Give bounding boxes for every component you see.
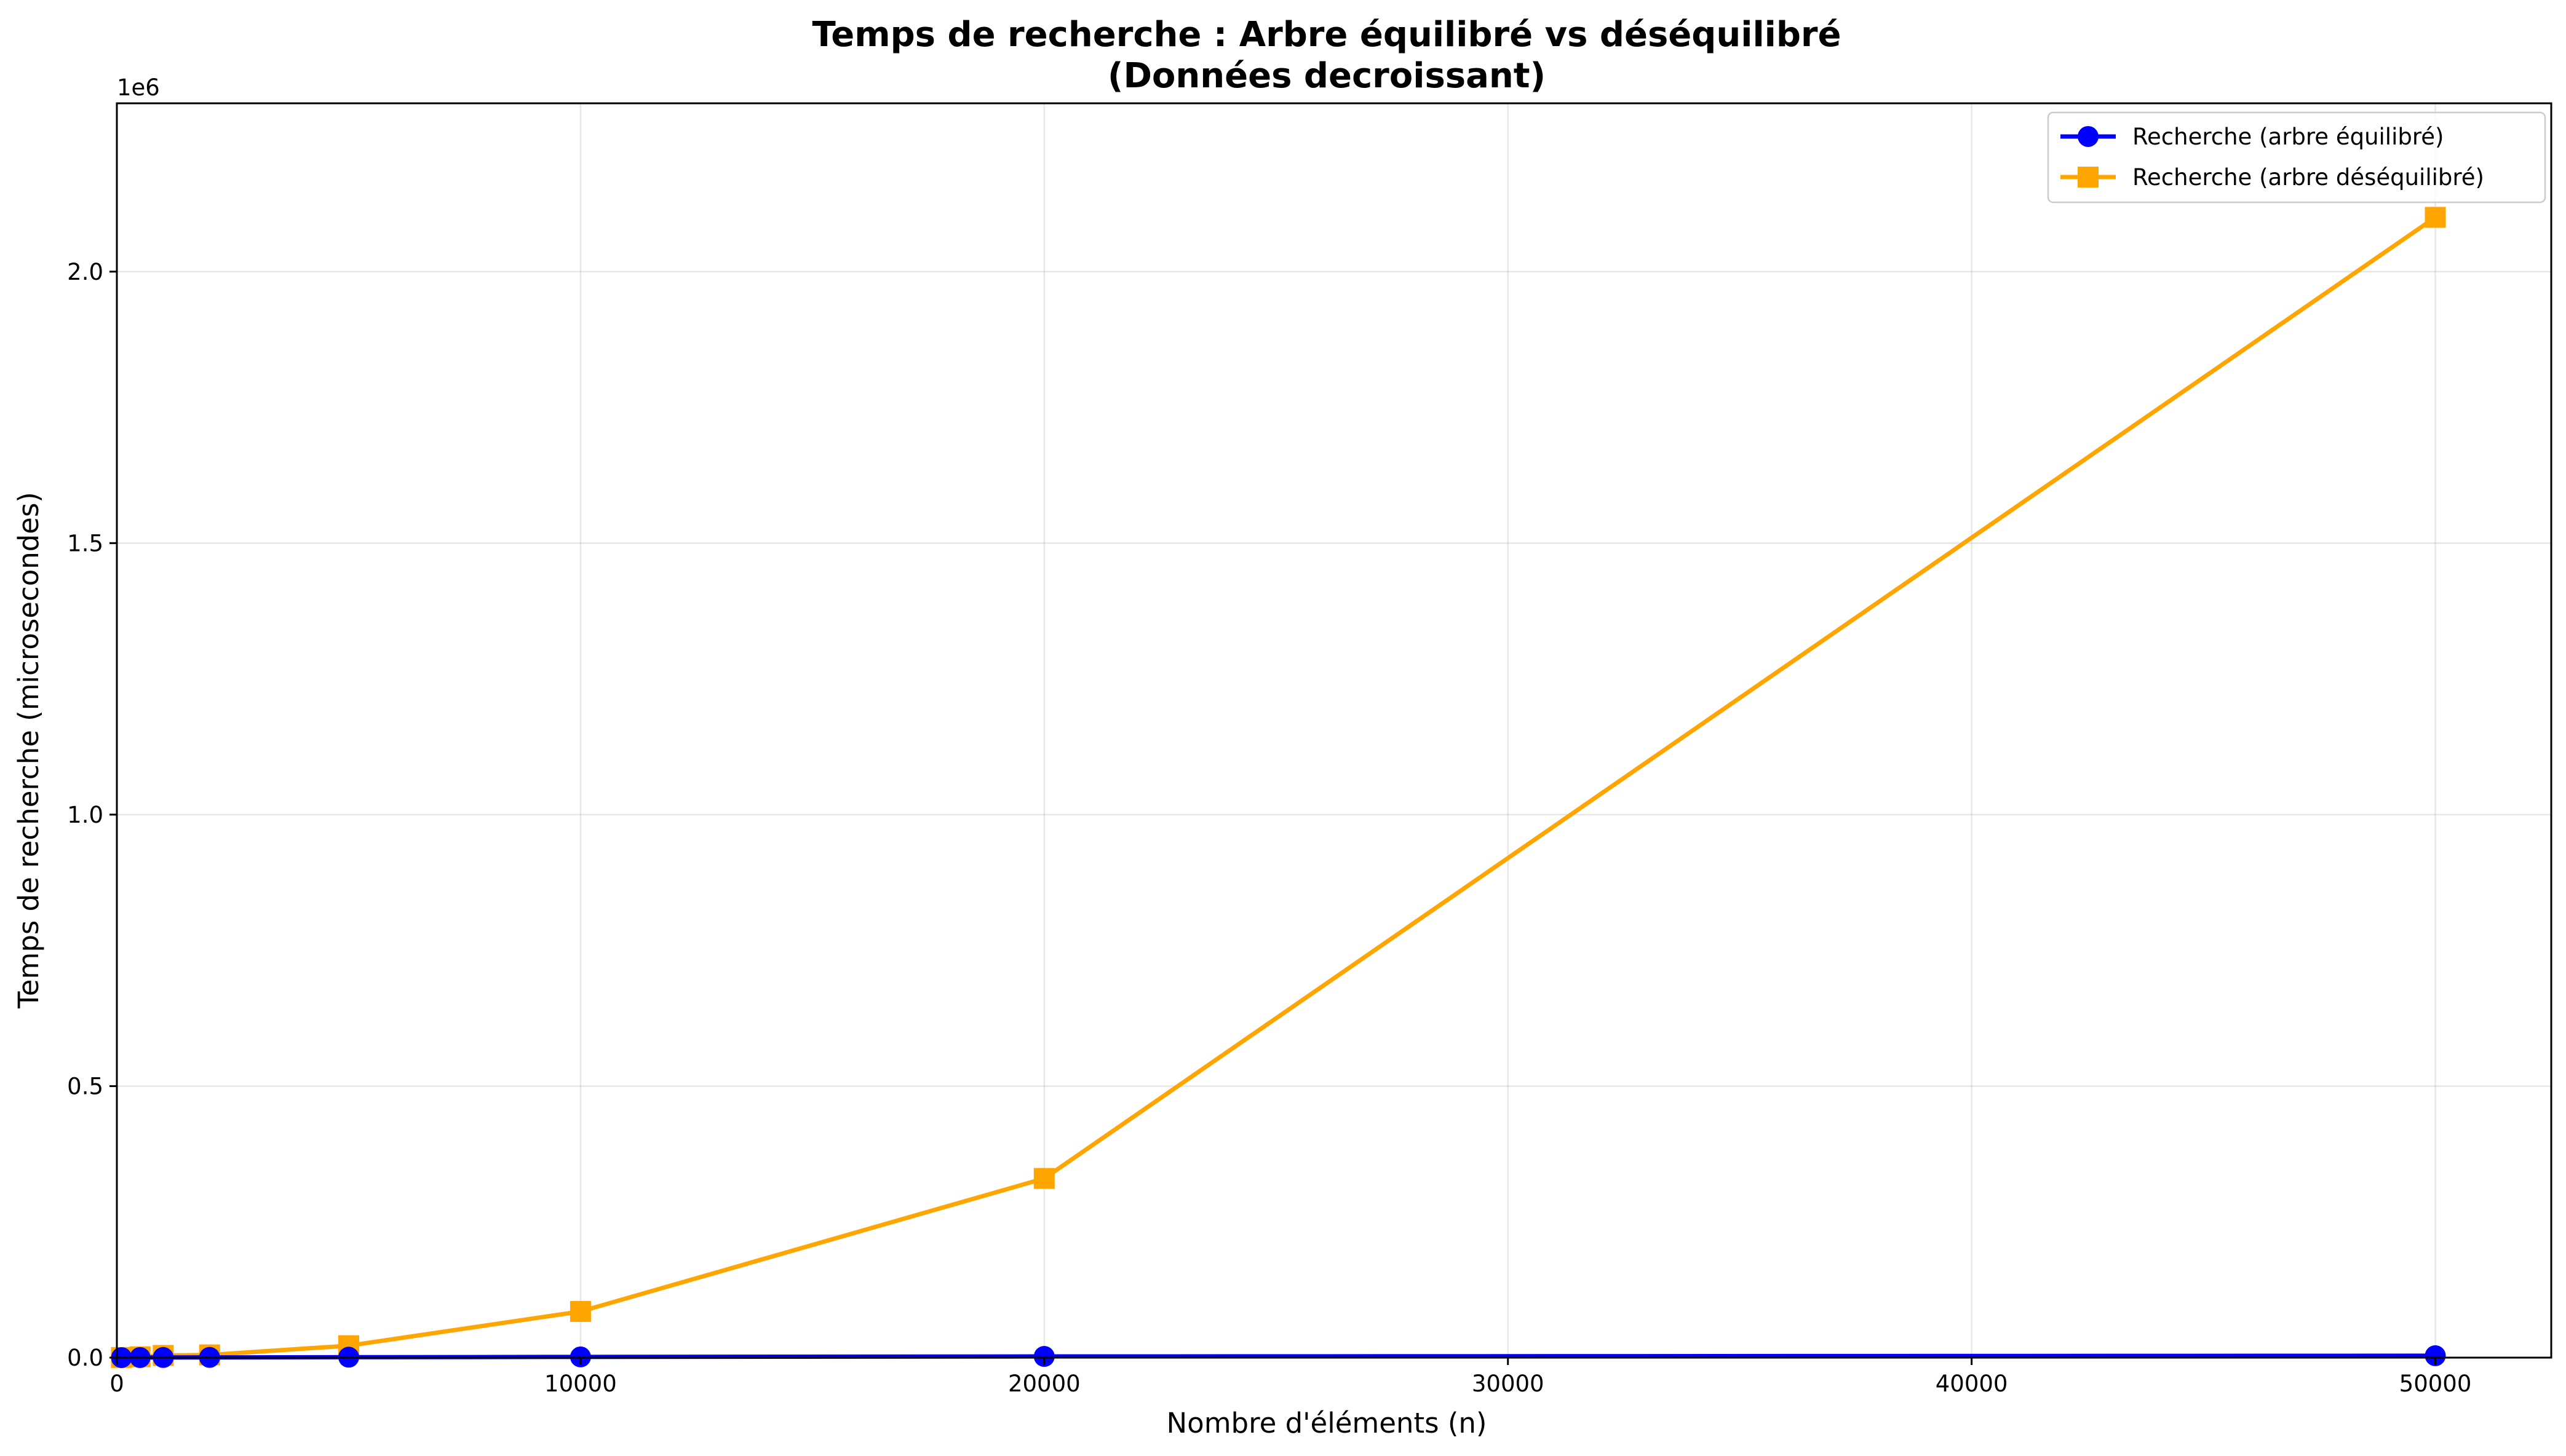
y-tick-label: 0.0 (67, 1345, 103, 1371)
x-tick-label: 50000 (2399, 1371, 2472, 1397)
plot-frame (116, 102, 2552, 1359)
x-tick-label: 10000 (544, 1371, 617, 1397)
data-point (1033, 1346, 1055, 1367)
chart-title-line-1: Temps de recherche : Arbre équilibré vs … (812, 15, 1841, 55)
legend-entry: Recherche (arbre déséquilibré) (2060, 164, 2484, 191)
y-offset-label: 1e6 (117, 74, 160, 101)
x-axis-label: Nombre d'éléments (n) (1167, 1407, 1487, 1439)
y-tick-label: 1.0 (67, 802, 103, 828)
legend-box (2047, 111, 2546, 204)
legend-label: Recherche (arbre déséquilibré) (2132, 164, 2484, 191)
legend-entries: Recherche (arbre équilibré) Recherche (ar… (2060, 124, 2484, 191)
y-tick-label: 2.0 (67, 259, 103, 285)
y-axis-ticks: 0.0 0.5 1.0 1.5 2.0 (67, 259, 117, 1371)
legend-entry: Recherche (arbre équilibré) (2060, 124, 2444, 150)
legend-label: Recherche (arbre équilibré) (2132, 124, 2444, 150)
legend-marker (2078, 126, 2099, 147)
data-point (2425, 1345, 2446, 1366)
x-tick-label: 30000 (1472, 1371, 1544, 1397)
data-point (2425, 207, 2446, 228)
y-tick-label: 0.5 (67, 1073, 103, 1099)
x-axis-ticks: 0 10000 20000 30000 40000 50000 (109, 1358, 2471, 1397)
legend: Recherche (arbre équilibré) Recherche (ar… (2047, 111, 2546, 204)
x-tick-label: 20000 (1008, 1371, 1081, 1397)
x-tick-label: 40000 (1936, 1371, 2008, 1397)
chart-title-line-2: (Données decroissant) (1108, 56, 1546, 96)
y-tick-label: 1.5 (67, 530, 103, 556)
data-point (570, 1300, 591, 1322)
x-tick-label: 0 (109, 1371, 124, 1397)
legend-marker (2078, 167, 2099, 188)
y-axis-label: Temps de recherche (microsecondes) (12, 492, 45, 1009)
data-point (1033, 1168, 1055, 1189)
